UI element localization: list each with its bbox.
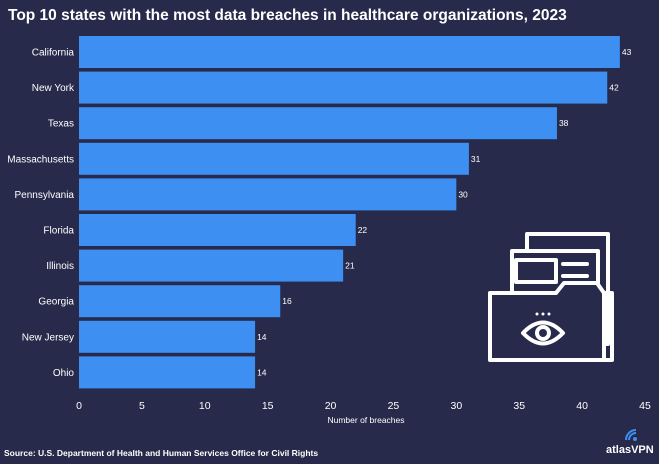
category-label: Georgia: [38, 297, 74, 308]
atlasvpn-logo-icon: [625, 429, 637, 441]
bar-california: [79, 36, 620, 68]
category-label: Pennsylvania: [15, 190, 75, 201]
value-label: 14: [257, 332, 267, 342]
x-tick-label: 25: [388, 400, 400, 412]
category-label: New York: [32, 83, 75, 94]
value-label: 38: [559, 118, 569, 128]
value-label: 22: [358, 225, 368, 235]
category-label: California: [32, 48, 75, 59]
bar-new-jersey: [79, 320, 256, 353]
x-tick-label: 20: [325, 400, 337, 412]
chart-title: Top 10 states with the most data breache…: [8, 7, 567, 24]
value-label: 16: [282, 296, 292, 306]
bar-ohio: [79, 356, 256, 389]
bar-illinois: [79, 249, 344, 282]
x-tick-label: 40: [576, 400, 588, 412]
x-tick-label: 30: [450, 400, 462, 412]
value-label: 43: [622, 47, 632, 57]
value-label: 30: [458, 189, 468, 199]
category-label: Ohio: [53, 368, 75, 379]
brand-name: atlasVPN: [606, 444, 654, 456]
x-tick-label: 0: [76, 400, 82, 412]
source-note: Source: U.S. Department of Health and Hu…: [4, 448, 319, 458]
value-label: 42: [609, 83, 619, 93]
category-label: Texas: [48, 119, 74, 130]
bar-new-york: [79, 71, 608, 104]
value-label: 14: [257, 367, 267, 377]
folder-with-eye-icon: [488, 232, 614, 362]
x-axis-label: Number of breaches: [327, 415, 404, 425]
bar-pennsylvania: [79, 178, 457, 211]
bar-georgia: [79, 285, 281, 318]
value-label: 21: [345, 261, 355, 271]
x-tick-label: 15: [262, 400, 274, 412]
category-label: Massachusetts: [7, 154, 74, 165]
bar-florida: [79, 214, 356, 246]
category-label: Florida: [43, 226, 74, 237]
x-tick-label: 10: [199, 400, 211, 412]
category-label: New Jersey: [22, 332, 74, 343]
value-label: 31: [471, 154, 481, 164]
category-label: Illinois: [46, 261, 74, 272]
bar-texas: [79, 107, 557, 140]
x-tick-label: 45: [639, 400, 651, 412]
x-tick-label: 5: [139, 400, 145, 412]
x-tick-label: 35: [513, 400, 525, 412]
bar-massachusetts: [79, 142, 469, 175]
